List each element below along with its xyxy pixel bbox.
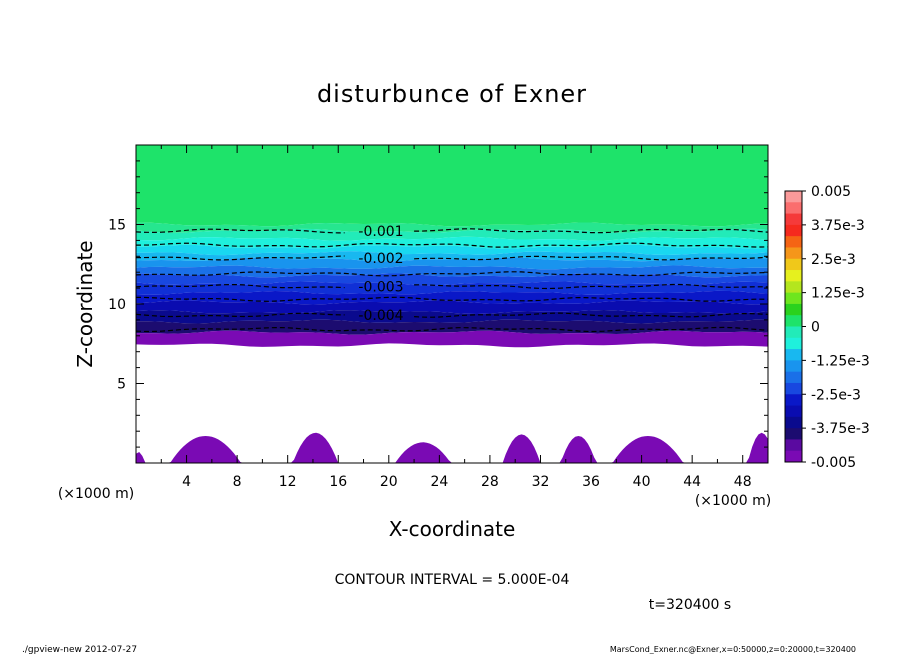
colorbar-segment	[785, 213, 802, 226]
colorbar-label: -1.25e-3	[811, 353, 870, 369]
colorbar-segment	[785, 405, 802, 418]
fill-band	[136, 228, 768, 241]
colorbar-segment	[785, 247, 802, 260]
y-tick-label: 15	[108, 218, 126, 234]
contour-line	[135, 271, 769, 277]
fill-band	[136, 330, 768, 348]
x-tick-label: 12	[279, 474, 297, 490]
colorbar-segment	[785, 224, 802, 237]
fill-band	[136, 145, 768, 227]
terrain-shape	[136, 432, 768, 463]
colorbar-label: -2.5e-3	[811, 387, 861, 403]
colorbar-segment	[785, 371, 802, 384]
contour-line	[135, 312, 345, 318]
contour-line	[136, 296, 769, 302]
x-axis: 4 8 12 16 20 24 28 32 36 40 44 48	[160, 145, 752, 490]
fill-band	[136, 300, 768, 314]
contour-label: -0.003	[358, 280, 403, 296]
contour-line	[136, 255, 345, 261]
x-tick-label: 8	[233, 474, 242, 490]
colorbar-segment	[785, 236, 802, 248]
y-axis-unit: (×1000 m)	[58, 486, 134, 502]
contour-line	[135, 284, 345, 289]
colorbar-segment	[785, 337, 802, 350]
fill-band	[136, 290, 768, 305]
footer-right: MarsCond_Exner.nc@Exner,x=0:50000,z=0:20…	[610, 645, 856, 654]
contour-lines: -0.001 -0.002 -0.003 -0.004	[135, 224, 769, 333]
contour-line	[135, 228, 345, 234]
fill-band	[136, 310, 768, 324]
x-axis-unit: (×1000 m)	[695, 493, 771, 509]
x-tick-label: 40	[633, 474, 651, 490]
colorbar-segment	[785, 303, 802, 316]
fill-band	[136, 273, 768, 286]
colorbar-segment	[785, 202, 802, 214]
y-tick-label: 5	[117, 377, 126, 393]
plot-area: -0.001 -0.002 -0.003 -0.004	[135, 144, 769, 464]
x-tick-label: 48	[734, 474, 752, 490]
contour-line	[414, 255, 769, 261]
y-axis: 5 10 15	[108, 160, 768, 448]
x-tick-label: 28	[481, 474, 499, 490]
fill-band	[136, 257, 768, 270]
chart-title: disturbunce of Exner	[317, 80, 587, 108]
x-tick-label: 24	[430, 474, 448, 490]
x-tick-label: 4	[182, 474, 191, 490]
fill-band	[136, 281, 768, 295]
contour-line	[135, 326, 769, 333]
fill-band	[136, 236, 768, 249]
colorbar-segment	[785, 326, 802, 339]
contour-line	[136, 242, 769, 248]
colorbar-label: -3.75e-3	[811, 421, 870, 437]
contour-label: -0.004	[358, 308, 403, 324]
colorbar-segment	[785, 258, 802, 271]
x-axis-label: X-coordinate	[389, 517, 516, 541]
colorbar-segment	[785, 191, 802, 203]
colorbar-label: 2.5e-3	[811, 252, 856, 268]
colorbar-segment	[785, 270, 802, 282]
contour-interval-text: CONTOUR INTERVAL = 5.000E-04	[335, 572, 570, 588]
colorbar-label: 3.75e-3	[811, 218, 865, 234]
colorbar-label: 1.25e-3	[811, 286, 865, 302]
colorbar-label: -0.005	[811, 455, 856, 471]
x-tick-label: 16	[329, 474, 347, 490]
colorbar-segment	[785, 450, 802, 463]
colorbar-segment	[785, 439, 802, 452]
x-tick-label: 20	[380, 474, 398, 490]
footer-left: ./gpview-new 2012-07-27	[22, 645, 137, 654]
x-tick-label: 36	[582, 474, 600, 490]
colorbar-segment	[785, 349, 802, 361]
colorbar-segment	[785, 382, 802, 395]
contour-line	[414, 312, 769, 318]
colorbar-label: 0	[811, 320, 820, 336]
contour-label: -0.002	[358, 251, 403, 267]
fill-band	[136, 222, 768, 233]
colorbar-segment	[785, 416, 802, 429]
time-text: t=320400 s	[649, 597, 731, 613]
colorbar-segment	[785, 360, 802, 373]
colorbar-label: 0.005	[811, 184, 851, 200]
colorbar-segment	[785, 394, 802, 406]
colorbar-segment	[785, 281, 802, 294]
colorbar: 0.005 3.75e-3 2.5e-3 1.25e-3 0 -1.25e-3 -2.5e-…	[784, 184, 870, 471]
y-axis-label: Z-coordinate	[73, 240, 97, 367]
x-tick-label: 44	[683, 474, 701, 490]
colorbar-segment	[785, 315, 802, 327]
x-tick-label: 32	[532, 474, 550, 490]
fill-band	[136, 251, 768, 262]
fill-band	[136, 244, 768, 256]
contour-line	[414, 228, 769, 234]
colorbar-segment	[785, 428, 802, 440]
y-tick-label: 10	[108, 297, 126, 313]
contour-line	[414, 283, 769, 290]
colorbar-segment	[785, 292, 802, 305]
terrain	[136, 432, 768, 463]
contour-label: -0.001	[358, 224, 403, 240]
